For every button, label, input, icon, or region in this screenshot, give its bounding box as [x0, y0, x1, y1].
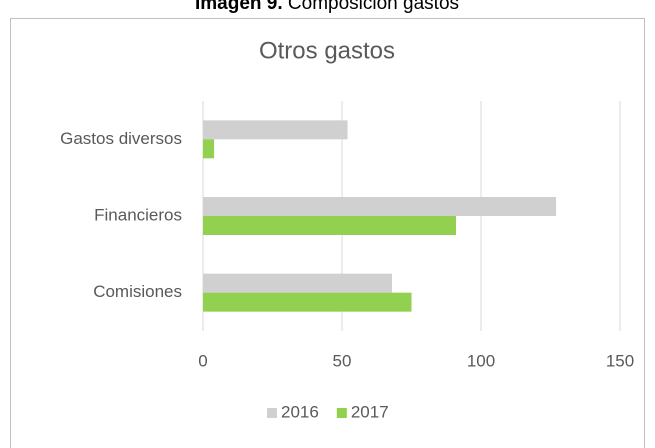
bar [203, 197, 557, 216]
caption-text: Composición gastos [288, 0, 459, 14]
bar [203, 273, 393, 293]
caption-label: Imagen 9. [195, 0, 283, 14]
bar [203, 292, 412, 312]
x-tick-label: 50 [333, 351, 352, 370]
y-tick-label: Gastos diversos [60, 129, 182, 148]
legend-label: 2016 [281, 402, 319, 421]
legend-label: 2017 [351, 402, 389, 421]
bar [203, 139, 215, 159]
legend-swatch [336, 408, 347, 418]
y-tick-label: Comisiones [93, 282, 182, 301]
x-tick-label: 150 [606, 351, 634, 370]
caption: Imagen 9. Composición gastos [195, 0, 459, 14]
x-tick-label: 100 [467, 351, 495, 370]
bar [203, 120, 348, 140]
y-tick-label: Financieros [94, 205, 182, 224]
chart-title: Otros gastos [259, 37, 395, 64]
bar [203, 216, 456, 235]
legend-swatch [267, 408, 277, 418]
x-tick-label: 0 [198, 351, 207, 370]
